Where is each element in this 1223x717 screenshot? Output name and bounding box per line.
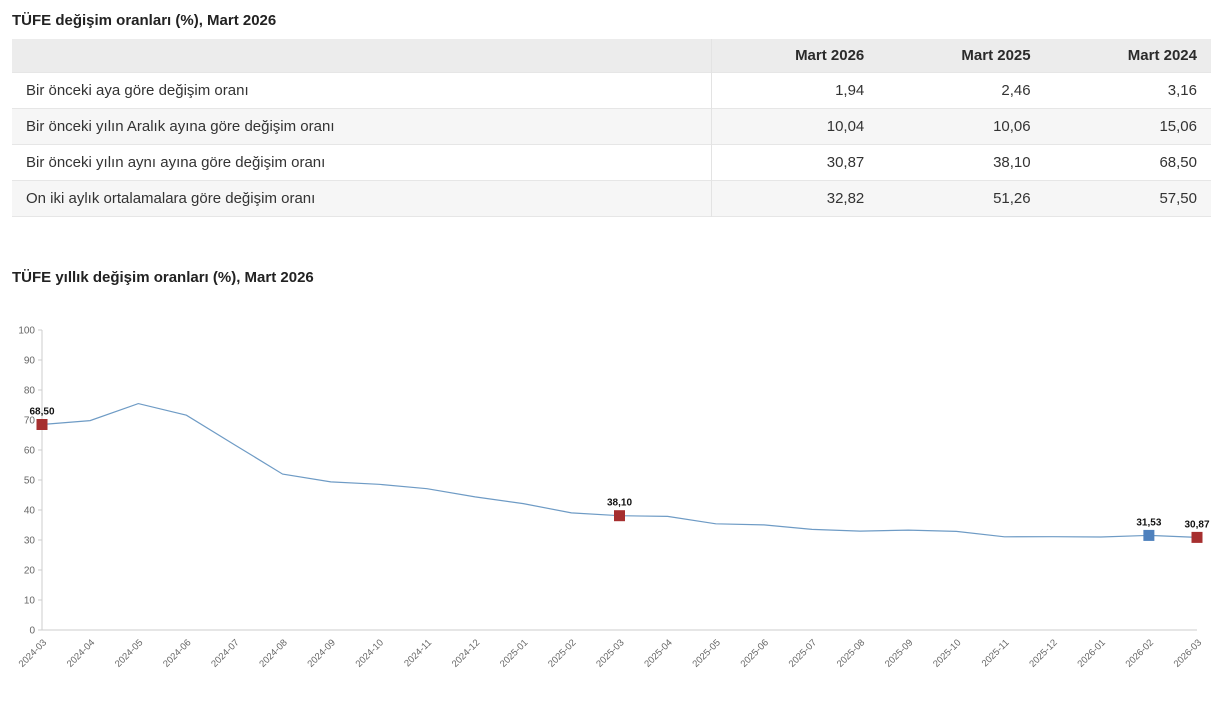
x-axis-tick-label: 2024-06	[161, 637, 193, 669]
y-axis-tick-label: 70	[24, 416, 36, 427]
value-cell: 10,04	[711, 108, 879, 145]
x-axis-tick-label: 2025-02	[546, 637, 578, 669]
chart-point-marker[interactable]	[1191, 531, 1203, 543]
row-label: Bir önceki yılın Aralık ayına göre değiş…	[26, 118, 335, 135]
value-cell: 2,46	[1001, 82, 1031, 99]
row-label: On iki aylık ortalamalara göre değişim o…	[26, 190, 316, 207]
table-row: Bir önceki yılın Aralık ayına göre değiş…	[12, 108, 1211, 145]
x-axis-tick-label: 2026-02	[1124, 637, 1156, 669]
cpi-annual-chart-section: TÜFE yıllık değişim oranları (%), Mart 2…	[12, 269, 1211, 697]
x-axis-tick-label: 2025-03	[594, 637, 626, 669]
x-axis-tick-label: 2026-03	[1172, 637, 1204, 669]
table-body: Bir önceki aya göre değişim oranı 1,94 2,4…	[12, 72, 1211, 217]
value-cell: 57,50	[1159, 190, 1197, 207]
point-value-label: 31,53	[1136, 517, 1161, 528]
y-axis-tick-label: 20	[24, 566, 36, 577]
column-header: Mart 2024	[1044, 39, 1211, 73]
x-axis-tick-label: 2024-11	[402, 637, 434, 669]
y-axis-tick-label: 80	[24, 386, 36, 397]
x-axis-tick-label: 2024-03	[17, 637, 49, 669]
table-row: Bir önceki aya göre değişim oranı 1,94 2,4…	[12, 72, 1211, 109]
x-axis-tick-label: 2025-07	[787, 637, 819, 669]
corner-header-cell	[12, 39, 712, 73]
x-axis-tick-label: 2024-12	[450, 637, 482, 669]
x-axis-tick-label: 2025-09	[883, 637, 915, 669]
row-label: Bir önceki yılın aynı ayına göre değişim…	[26, 154, 326, 171]
x-axis-tick-label: 2025-11	[980, 637, 1012, 669]
value-cell: 15,06	[1159, 118, 1197, 135]
x-axis-tick-label: 2024-04	[65, 637, 97, 669]
column-header: Mart 2026	[711, 39, 879, 73]
table-row: On iki aylık ortalamalara göre değişim o…	[12, 180, 1211, 217]
value-cell: 3,16	[1167, 82, 1197, 99]
column-header: Mart 2025	[878, 39, 1045, 73]
x-axis-tick-label: 2024-09	[305, 637, 337, 669]
y-axis-tick-label: 100	[18, 326, 35, 337]
x-axis-tick-label: 2025-05	[690, 637, 722, 669]
table-header-row: Mart 2026 Mart 2025 Mart 2024	[12, 39, 1211, 73]
y-axis-tick-label: 50	[24, 476, 36, 487]
x-axis-tick-label: 2026-01	[1075, 637, 1107, 669]
chart-point-marker[interactable]	[614, 510, 625, 522]
value-cell: 68,50	[1159, 154, 1197, 171]
value-cell: 30,87	[711, 144, 879, 181]
point-value-label: 68,50	[29, 407, 54, 418]
annual-change-line-chart: 0 10 20 30 40 50 60 70 80 90 100 2024-03 2024-04 2024…	[12, 320, 1211, 697]
table-title: TÜFE değişim oranları (%), Mart 2026	[12, 12, 277, 29]
cpi-change-table-section: TÜFE değişim oranları (%), Mart 2026 Mar…	[12, 12, 1211, 217]
y-axis-tick-label: 10	[24, 596, 36, 607]
x-axis-tick-label: 2024-07	[209, 637, 241, 669]
x-axis-tick-label: 2025-10	[931, 637, 963, 669]
x-axis-tick-label: 2025-08	[835, 637, 867, 669]
value-cell: 10,06	[993, 118, 1031, 135]
y-axis-tick-label: 0	[29, 626, 35, 637]
x-axis-tick-label: 2025-06	[739, 637, 771, 669]
x-axis-tick-label: 2024-05	[113, 637, 145, 669]
table-row: Bir önceki yılın aynı ayına göre değişim…	[12, 144, 1211, 181]
y-axis-tick-label: 90	[24, 356, 36, 367]
chart-title: TÜFE yıllık değişim oranları (%), Mart 2…	[12, 269, 314, 286]
value-cell: 32,82	[711, 180, 879, 217]
y-axis-tick-label: 40	[24, 506, 36, 517]
x-axis-tick-label: 2025-01	[498, 637, 530, 669]
x-axis-tick-label: 2025-12	[1027, 637, 1059, 669]
line-chart-svg: 0 10 20 30 40 50 60 70 80 90 100 2024-03 2024-04 2024…	[17, 326, 1210, 670]
y-axis-tick-label: 60	[24, 446, 36, 457]
value-cell: 51,26	[993, 190, 1031, 207]
point-value-label: 38,10	[607, 498, 632, 509]
cpi-change-table: Mart 2026 Mart 2025 Mart 2024 Bir önceki a…	[12, 39, 1211, 217]
chart-point-marker[interactable]	[1143, 529, 1155, 541]
x-axis-tick-label: 2025-04	[642, 637, 674, 669]
row-label: Bir önceki aya göre değişim oranı	[26, 82, 249, 99]
value-cell: 38,10	[993, 154, 1031, 171]
x-axis-tick-label: 2024-08	[257, 637, 289, 669]
point-value-label: 30,87	[1184, 519, 1209, 530]
value-cell: 1,94	[711, 72, 879, 109]
x-axis-tick-label: 2024-10	[354, 637, 386, 669]
y-axis-tick-label: 30	[24, 536, 36, 547]
chart-point-marker[interactable]	[36, 419, 48, 430]
